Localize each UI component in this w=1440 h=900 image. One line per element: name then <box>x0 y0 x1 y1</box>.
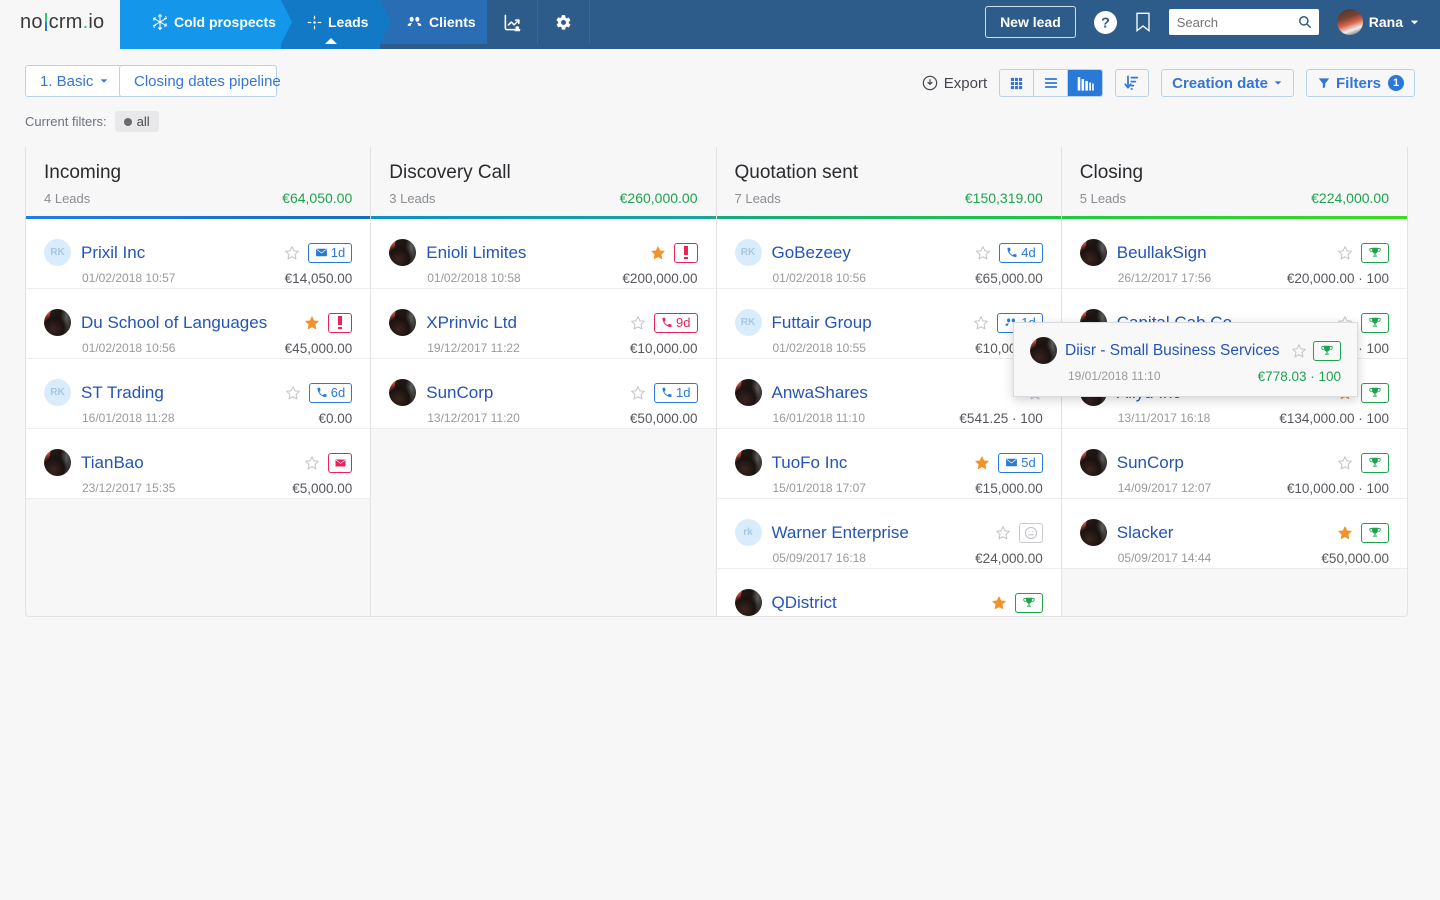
svg-text:?: ? <box>1101 15 1110 31</box>
